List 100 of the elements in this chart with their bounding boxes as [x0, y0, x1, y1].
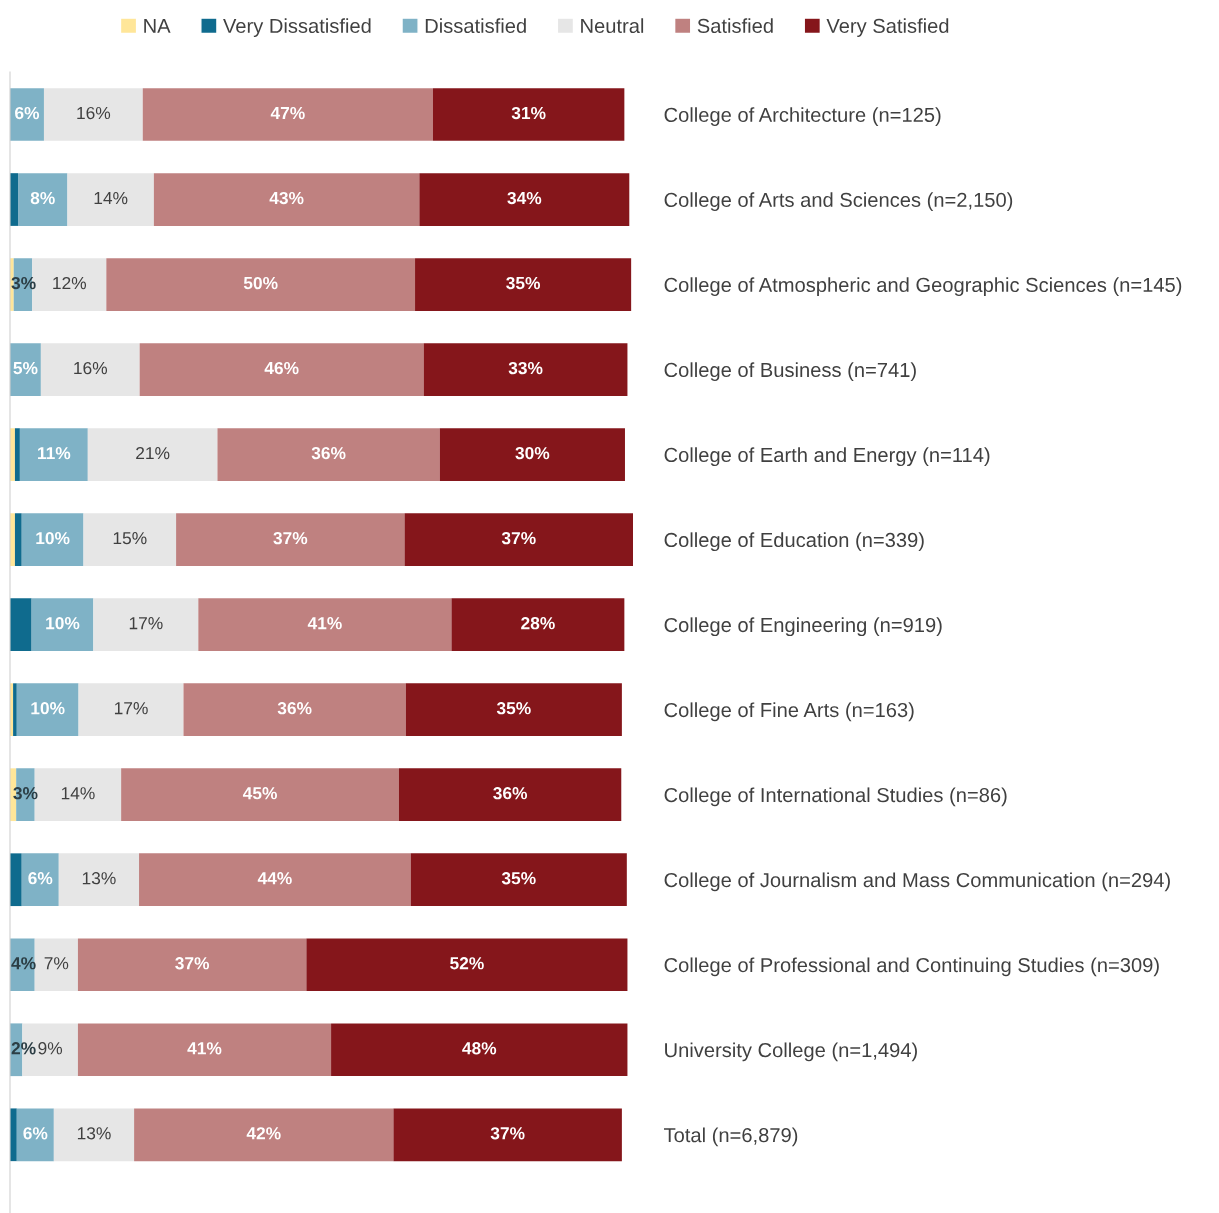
- data-label: 41%: [307, 617, 342, 630]
- bar: [93, 598, 199, 651]
- legend-label: Very Dissatisfied: [223, 18, 371, 38]
- data-label: 16%: [77, 106, 111, 120]
- data-label: 21%: [136, 446, 170, 460]
- bar: [14, 513, 22, 566]
- data-label: 16%: [74, 361, 108, 375]
- bar: [10, 343, 41, 396]
- data-label: 45%: [242, 787, 277, 800]
- data-label: 6%: [23, 1127, 48, 1140]
- legend-label: Satisfied: [697, 18, 773, 34]
- bar: [404, 513, 633, 566]
- data-label: 44%: [257, 872, 292, 885]
- data-label: 34%: [507, 191, 542, 205]
- data-label: 12%: [53, 276, 87, 290]
- bar: [31, 598, 94, 651]
- data-label: 14%: [94, 191, 128, 205]
- y-tick-label: Total (n=6,879): [664, 1127, 798, 1147]
- legend-label: Neutral: [581, 18, 644, 34]
- data-label: 5%: [13, 361, 38, 375]
- bar: [43, 88, 143, 141]
- data-label: 28%: [521, 617, 555, 630]
- data-label: 42%: [246, 1127, 281, 1140]
- data-label: 10%: [46, 617, 80, 630]
- bar: [10, 88, 44, 141]
- bar: [10, 853, 22, 907]
- bar: [83, 513, 177, 566]
- data-label: 11%: [38, 447, 71, 460]
- data-label: 14%: [61, 787, 95, 800]
- data-label: 31%: [511, 106, 546, 120]
- bar: [423, 343, 628, 396]
- bar: [139, 343, 424, 396]
- legend-label: Very Satisfied: [826, 18, 949, 38]
- data-label: 37%: [490, 1127, 525, 1140]
- data-label: 6%: [28, 872, 53, 885]
- data-label: 50%: [243, 276, 278, 290]
- bar: [451, 598, 625, 651]
- bar: [419, 173, 630, 226]
- data-label: 13%: [82, 872, 116, 885]
- data-label: 52%: [450, 957, 484, 970]
- data-label: 35%: [506, 276, 541, 290]
- bar: [16, 1108, 54, 1162]
- y-tick-label: College of International Studies (n=86): [664, 787, 1007, 807]
- data-label: 10%: [31, 702, 65, 715]
- bar: [405, 683, 622, 737]
- y-tick-label: College of Education (n=339): [664, 532, 924, 552]
- data-label: 47%: [270, 106, 305, 120]
- data-label: 36%: [311, 446, 346, 460]
- y-tick-label: College of Arts and Sciences (n=2,150): [664, 192, 1013, 212]
- bar: [18, 173, 68, 226]
- data-label: 35%: [496, 702, 531, 715]
- bar: [58, 853, 140, 907]
- bar: [217, 428, 440, 481]
- bar: [176, 513, 405, 566]
- data-label: 17%: [129, 617, 163, 630]
- legend-label: Dissatisfied: [425, 18, 526, 34]
- data-label: 36%: [493, 787, 528, 800]
- data-label: 37%: [175, 957, 210, 970]
- bar: [183, 683, 406, 737]
- y-tick-label: College of Professional and Continuing Studies (n=309): [664, 957, 1159, 977]
- bar: [134, 1108, 394, 1162]
- y-tick-label: College of Architecture (n=125): [664, 107, 941, 126]
- bar: [393, 1108, 622, 1162]
- bar: [53, 1108, 135, 1162]
- data-label: 43%: [269, 191, 304, 205]
- bar: [67, 173, 154, 226]
- y-tick-label: College of Atmospheric and Geographic Sciences (n=145): [664, 277, 1182, 297]
- data-label: 48%: [462, 1042, 497, 1055]
- bar: [14, 428, 20, 481]
- data-label: 8%: [30, 191, 55, 205]
- bar: [19, 428, 88, 481]
- data-label: 10%: [36, 531, 70, 545]
- data-label: 30%: [515, 446, 550, 460]
- bar: [78, 683, 184, 737]
- y-tick-label: College of Business (n=741): [664, 362, 916, 382]
- bar: [439, 428, 625, 481]
- bar: [87, 428, 218, 481]
- legend-label: NA: [144, 18, 171, 33]
- bar: [21, 513, 84, 566]
- data-label: 17%: [114, 702, 148, 715]
- data-label: 35%: [501, 872, 536, 885]
- data-label: 41%: [187, 1042, 222, 1055]
- bar: [398, 768, 622, 822]
- bar: [415, 258, 632, 311]
- data-label: 15%: [113, 532, 147, 545]
- data-label: 36%: [277, 702, 312, 715]
- bar: [432, 88, 625, 141]
- bar: [306, 938, 628, 992]
- data-label: 46%: [264, 361, 299, 375]
- bar: [10, 598, 32, 651]
- bar: [34, 938, 78, 992]
- data-label: 6%: [15, 106, 40, 120]
- data-label: 9%: [38, 1042, 63, 1055]
- bar: [16, 683, 79, 737]
- data-label: 33%: [508, 361, 543, 375]
- bar: [121, 768, 399, 822]
- y-tick-label: College of Engineering (n=919): [664, 617, 942, 637]
- bar: [198, 598, 452, 651]
- y-tick-label: College of Fine Arts (n=163): [664, 702, 914, 722]
- bar: [139, 853, 411, 907]
